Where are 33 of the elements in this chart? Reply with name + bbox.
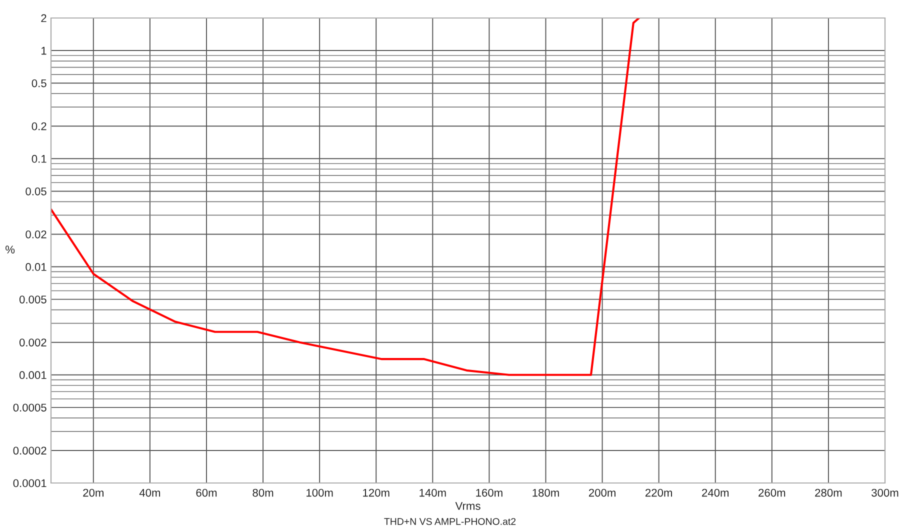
y-axis-title: %	[6, 246, 15, 254]
x-tick-label: 120m	[363, 488, 390, 497]
x-tick-label: 60m	[196, 488, 217, 497]
y-tick-label: 0.0005	[13, 404, 46, 412]
y-tick-label: 0.02	[26, 230, 46, 238]
y-tick-label: 0.005	[19, 296, 46, 304]
x-tick-label: 40m	[139, 488, 160, 497]
x-tick-label: 240m	[702, 488, 729, 497]
y-tick-label: 0.01	[26, 263, 46, 271]
x-tick-label: 260m	[758, 488, 786, 497]
x-tick-label: 140m	[420, 488, 446, 497]
x-tick-label: 300m	[872, 488, 898, 497]
y-tick-label: 0.0001	[13, 479, 46, 488]
x-tick-label: 280m	[815, 488, 842, 497]
y-tick-label: 1	[42, 46, 46, 55]
x-tick-label: 160m	[476, 488, 502, 497]
x-tick-label: 20m	[83, 488, 104, 497]
x-axis-title: Vrms	[455, 502, 480, 510]
x-tick-label: 100m	[306, 488, 333, 497]
line-series	[51, 18, 640, 376]
y-tick-label: 2	[41, 14, 46, 22]
y-tick-label: 0.5	[32, 79, 46, 88]
x-tick-label: 80m	[252, 488, 274, 497]
x-tick-label: 200m	[588, 488, 616, 497]
y-tick-label: 0.001	[19, 371, 46, 380]
y-tick-label: 0.05	[26, 187, 46, 196]
y-tick-label: 0.002	[19, 338, 46, 346]
y-tick-label: 0.2	[32, 122, 46, 130]
x-tick-label: 180m	[532, 488, 559, 497]
y-tick-label: 0.0002	[13, 446, 46, 455]
text: THD+N VS AMPL-PHONO.at2	[384, 518, 516, 525]
y-tick-label: 0.1	[32, 154, 46, 163]
x-tick-label: 220m	[645, 488, 672, 497]
